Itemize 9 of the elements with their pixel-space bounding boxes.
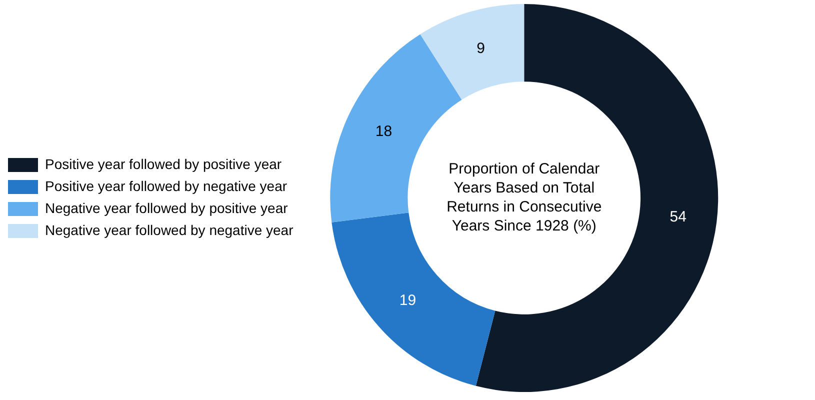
data-label: 9	[476, 40, 485, 58]
data-label: 19	[399, 292, 416, 309]
legend-label: Positive year followed by positive year	[45, 156, 282, 172]
data-label: 54	[670, 208, 686, 226]
legend-label: Negative year followed by positive year	[45, 200, 288, 216]
text: Proportion of Calendar Years Based on Total Returns in Consecutive Years Since 1928 (%)	[446, 160, 602, 235]
legend-label: Negative year followed by negative year	[45, 222, 294, 238]
legend-label: Positive year followed by negative year	[45, 178, 288, 194]
data-label: 18	[375, 123, 392, 140]
